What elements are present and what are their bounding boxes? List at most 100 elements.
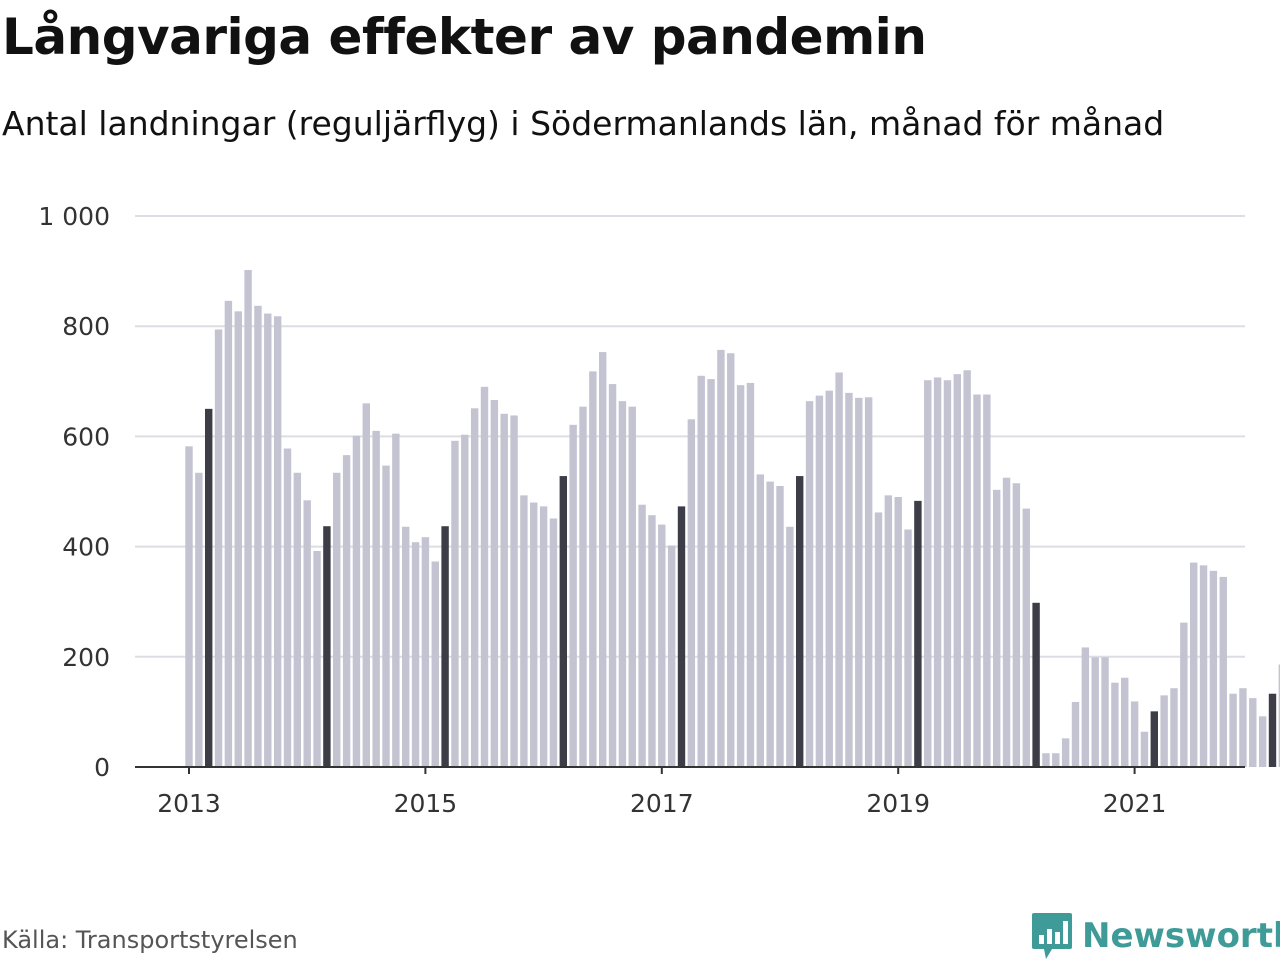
bar [815,395,824,767]
bar [244,270,252,767]
bar [185,446,193,767]
bar [855,397,863,767]
bar [1249,698,1257,768]
bar [214,329,223,767]
bar [697,375,705,767]
bar-chart: 0 200 400 600 800 1 000 2013 2015 2017 2019 2021 2… [38,202,1280,818]
bar [1052,753,1060,767]
bar [352,435,361,767]
bar [1042,753,1050,767]
bar [1199,565,1208,767]
bar [756,474,764,767]
bar [953,374,961,767]
bar [746,382,755,767]
bar [342,455,351,767]
bar [1071,701,1080,767]
bar [1091,657,1099,767]
bar [470,408,479,767]
bar [589,371,597,767]
bar [599,352,607,767]
bar [510,415,518,767]
bar [539,506,548,767]
bar [441,526,449,767]
bar [1081,647,1090,767]
y-tick-label: 0 [94,753,110,782]
bar [658,524,666,767]
bar [224,300,233,767]
bar [461,434,469,767]
bar [362,403,370,767]
bar [1150,711,1158,767]
bar [904,529,912,767]
bar [924,380,932,767]
bar [993,489,1001,767]
bar [372,430,380,767]
bar [549,518,558,767]
bar [835,372,843,767]
x-tick-label: 2017 [630,789,694,818]
bar [1160,695,1168,767]
bar [1121,677,1129,767]
x-tick-label: 2019 [866,789,930,818]
bar [1140,731,1149,767]
bar [1032,602,1040,767]
bar [1180,622,1188,767]
chart-subtitle: Antal landningar (reguljärflyg) i Söderm… [2,104,1165,143]
bar [943,380,952,767]
bar [431,561,439,767]
bar [608,384,617,767]
bar [1268,693,1277,767]
bar [1190,562,1198,767]
x-tick-label: 2013 [157,789,221,818]
bar [864,397,873,767]
bar [1101,657,1109,767]
bar [421,537,430,767]
bar [667,545,676,767]
bar [825,390,833,767]
bar [1170,688,1178,767]
bar [766,481,774,767]
newsworthy-chart-bubble-icon [1032,913,1072,959]
bar [500,413,508,767]
bar [264,313,272,767]
bar [894,497,902,767]
bar [1002,477,1011,767]
bar [451,440,459,767]
bar [283,448,292,767]
bar [480,386,489,767]
bar [973,394,981,767]
bar [1061,738,1070,767]
bar [1022,508,1030,767]
y-tick-label: 1 000 [38,202,110,231]
bar [273,316,282,767]
bar [845,392,853,767]
bar [1012,483,1021,767]
bar [530,502,538,767]
bar [205,408,213,767]
y-tick-label: 600 [62,422,110,451]
bar [1239,688,1247,767]
brand-logo: Newsworthy [1030,910,1280,962]
bar [1111,682,1119,767]
bar [776,485,784,767]
bar [402,526,410,767]
y-tick-label: 800 [62,312,110,341]
bar [983,394,991,767]
x-tick-label: 2015 [394,789,458,818]
bar [1219,576,1227,767]
chart-title: Långvariga effekter av pandemin [2,8,927,66]
bar [874,512,883,767]
bar [638,504,646,767]
bar [677,506,686,767]
bar [805,401,814,767]
bar [1130,701,1139,767]
bar [707,379,715,767]
bar [628,406,636,767]
bar [392,433,400,767]
brand-name: Newsworthy [1082,916,1280,956]
y-tick-label: 200 [62,643,110,672]
bar [796,476,804,767]
bar [914,500,922,767]
bar [293,472,302,767]
bar [1278,664,1280,767]
